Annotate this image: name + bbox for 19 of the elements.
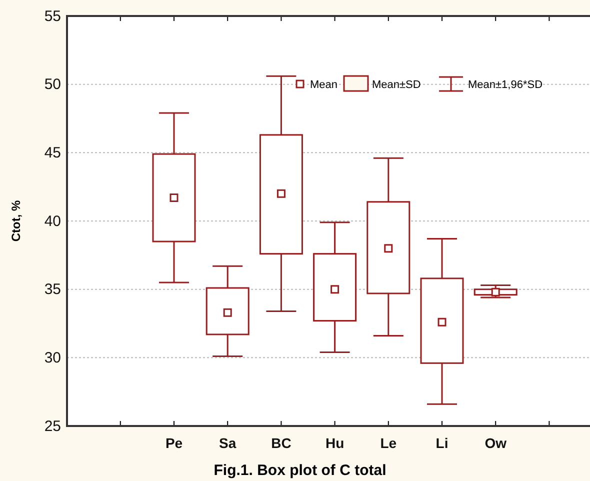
y-axis-title: Ctot, % <box>9 200 23 242</box>
y-tick-label: 50 <box>44 76 61 94</box>
x-tick-label: Pe <box>165 434 183 451</box>
x-tick-label: BC <box>271 434 292 451</box>
x-tick-label: Sa <box>219 434 236 451</box>
y-tick-label: 40 <box>44 212 61 230</box>
annotation: Mean±1,96*SD <box>468 79 543 91</box>
x-tick-label: Hu <box>325 434 344 451</box>
y-tick-label: 35 <box>44 281 61 298</box>
y-tick-label: 30 <box>44 349 61 366</box>
annotation: Mean±SD <box>372 79 421 91</box>
x-tick-label: Li <box>436 434 448 451</box>
y-tick-label: 45 <box>44 144 61 162</box>
text: Fig.1. Box plot of C total <box>214 462 386 479</box>
annotation: Mean <box>310 79 338 91</box>
x-tick-label: Le <box>380 434 397 451</box>
y-tick-label: 25 <box>44 418 61 435</box>
y-tick-label: 55 <box>44 8 61 25</box>
x-tick-label: Ow <box>484 434 507 451</box>
